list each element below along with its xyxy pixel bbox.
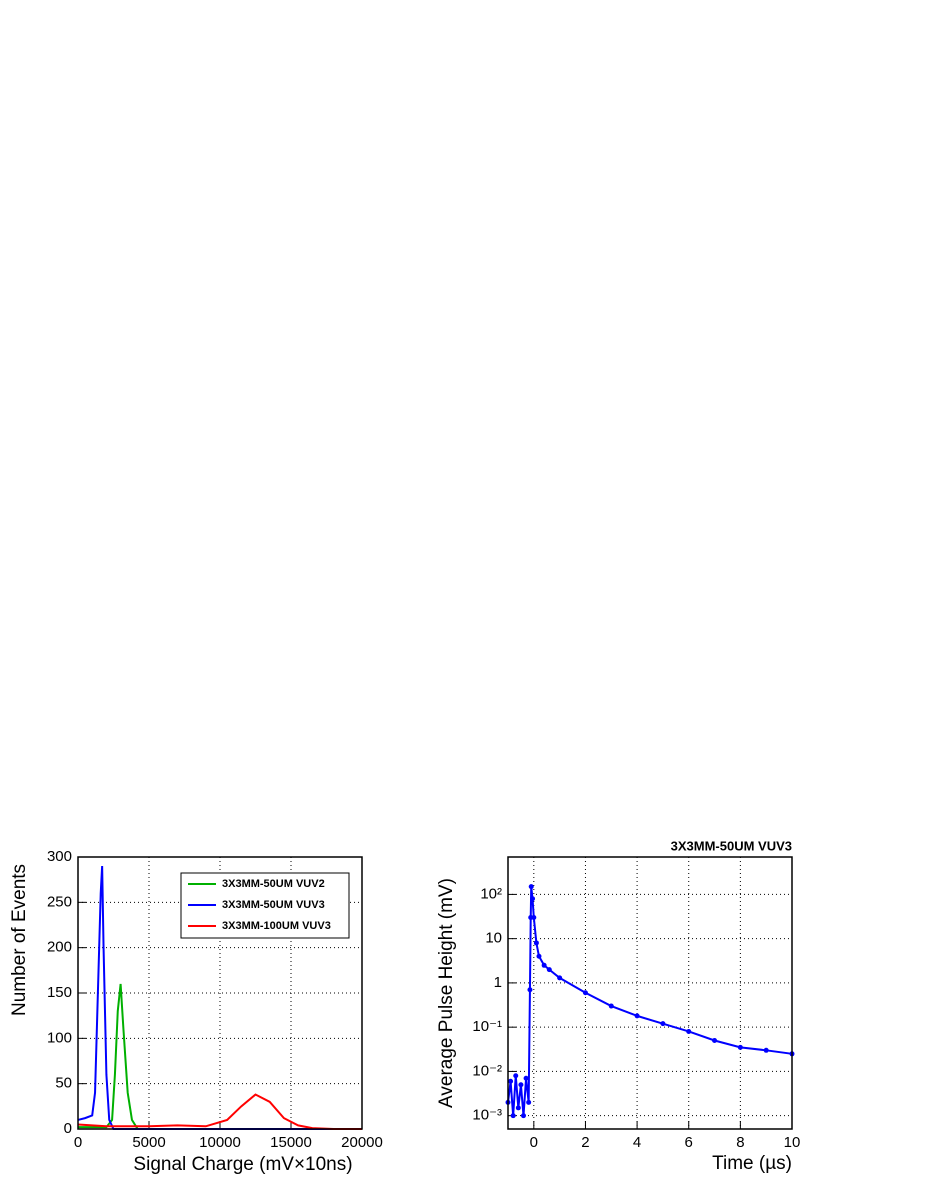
x-tick-label: 6 [685,1134,693,1151]
data-point [660,1021,666,1027]
x-tick-label: 2 [581,1134,589,1151]
x-tick-label: 8 [736,1134,744,1151]
y-tick-label: 10⁻² [472,1062,502,1079]
data-point [712,1037,718,1043]
y-tick-label: 0 [64,1120,72,1137]
data-point [518,1082,524,1088]
y-tick-label: 250 [47,893,72,910]
chart-title: 3X3MM-50UM VUV3 [671,838,792,853]
y-tick-label: 10² [480,885,502,902]
y-tick-label: 100 [47,1029,72,1046]
plot-frame [77,856,363,1130]
data-point [533,940,539,946]
y-tick-label: 150 [47,984,72,1001]
y-axis-label: Number of Events [9,864,30,1016]
y-tick-label: 50 [55,1075,72,1092]
data-point [737,1044,743,1050]
legend-label: 3X3MM-50UM VUV2 [222,878,325,890]
data-point [557,975,563,981]
y-tick-label: 300 [47,848,72,865]
x-tick-label: 0 [530,1134,538,1151]
data-line [507,886,793,1116]
x-tick-label: 0 [74,1134,82,1151]
y-tick-label: 1 [494,974,502,991]
y-tick-label: 200 [47,939,72,956]
x-tick-label: 20000 [341,1134,383,1151]
data-point [536,953,542,959]
data-point [510,1113,516,1119]
data-point [546,967,552,973]
x-tick-label: 5000 [132,1134,165,1151]
data-point [608,1003,614,1009]
y-tick-label: 10⁻³ [472,1107,502,1124]
legend-label: 3X3MM-50UM VUV3 [222,899,325,911]
data-point [530,896,536,902]
data-point [520,1113,526,1119]
data-point [531,915,537,921]
data-point [686,1028,692,1034]
data-point [515,1105,521,1111]
data-point [634,1013,640,1019]
y-tick-label: 10 [485,930,502,947]
data-point [526,1099,532,1105]
y-axis-label: Average Pulse Height (mV) [436,878,457,1108]
data-point [541,962,547,968]
data-point [528,884,534,890]
plot-frame [507,856,793,1130]
x-tick-label: 10000 [199,1134,241,1151]
x-axis-label: Time (µs) [712,1153,792,1174]
data-point [508,1078,514,1084]
x-tick-label: 4 [633,1134,641,1151]
x-axis-label: Signal Charge (mV×10ns) [133,1154,352,1175]
data-line [77,866,362,1130]
legend-label: 3X3MM-100UM VUV3 [222,920,331,932]
data-point [523,1075,529,1081]
data-point [582,990,588,996]
data-line [77,1093,362,1130]
y-tick-label: 10⁻¹ [472,1018,502,1035]
data-point [513,1073,519,1079]
x-tick-label: 15000 [270,1134,312,1151]
x-tick-label: 10 [784,1134,801,1151]
data-point [527,987,533,993]
data-point [763,1047,769,1053]
